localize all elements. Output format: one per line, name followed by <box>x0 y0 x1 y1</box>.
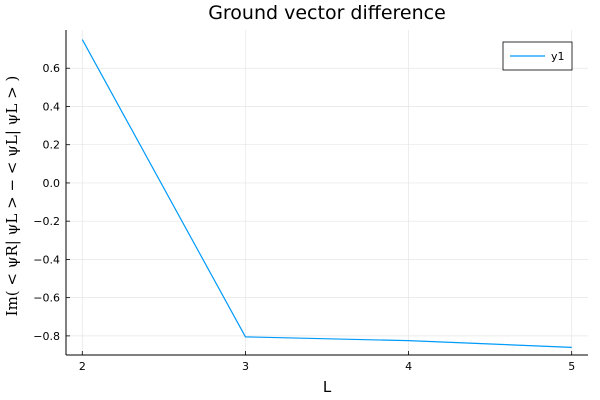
series-line-y1 <box>81 39 572 348</box>
axes <box>65 30 588 356</box>
y-tick-label-1: −0.6 <box>33 292 60 305</box>
x-axis-label: L <box>323 378 332 396</box>
series-layer <box>81 39 572 348</box>
legend: y1 <box>502 41 573 71</box>
ticks: 2 3 4 5 −0.8 −0.6 −0.4 −0.2 0.0 0.2 0.4 0.6 <box>33 62 575 373</box>
y-tick-label-2: −0.4 <box>33 253 60 266</box>
x-tick-label-1: 3 <box>242 360 249 373</box>
y-tick-label-4: 0.0 <box>43 177 61 190</box>
y-tick-label-5: 0.2 <box>43 139 61 152</box>
y-tick-label-6: 0.4 <box>43 100 61 113</box>
x-tick-label-0: 2 <box>79 360 86 373</box>
y-tick-label-0: −0.8 <box>33 330 60 343</box>
legend-label-y1: y1 <box>551 50 565 63</box>
x-tick-label-3: 5 <box>568 360 575 373</box>
x-tick-label-2: 4 <box>405 360 412 373</box>
grid <box>66 30 588 355</box>
y-tick-label-7: 0.6 <box>43 62 61 75</box>
y-axis-label: Im( < ψR| ψL > − < ψL| ψL > ) <box>3 76 21 317</box>
chart-title: Ground vector difference <box>208 2 446 24</box>
y-tick-label-3: −0.2 <box>33 215 60 228</box>
